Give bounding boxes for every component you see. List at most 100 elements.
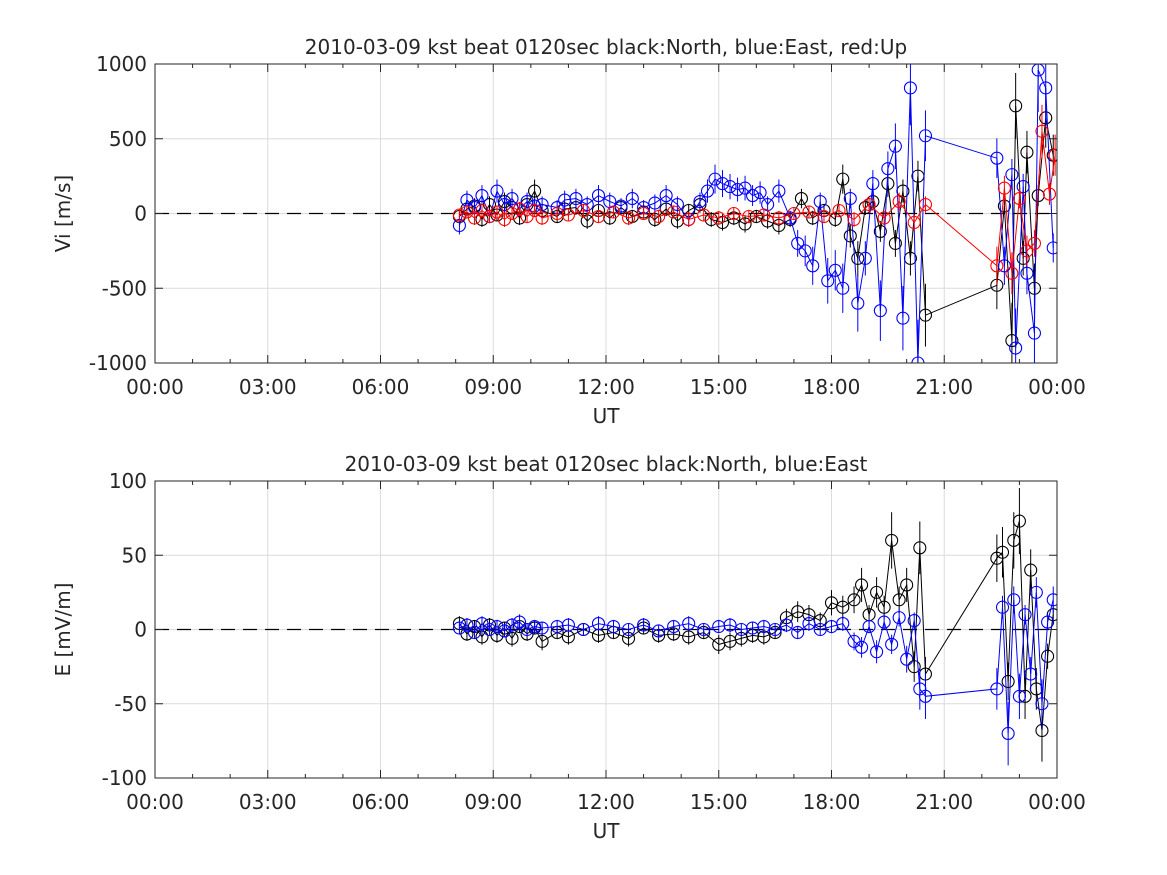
y-tick-label: -1000: [89, 351, 147, 375]
data-point: [1012, 192, 1026, 206]
data-point: [652, 624, 666, 638]
series-line-north: [459, 105, 1054, 341]
data-point: [877, 211, 891, 225]
data-point: [877, 600, 891, 614]
data-point: [528, 619, 542, 634]
x-tick-label: 12:00: [577, 375, 635, 399]
y-tick-label: 0: [134, 618, 147, 642]
chart-title: 2010-03-09 kst beat 0120sec black:North,…: [305, 35, 907, 59]
data-point: [907, 660, 921, 674]
data-point: [693, 194, 707, 209]
data-point: [1027, 236, 1041, 250]
series-layer: [452, 64, 1057, 363]
data-point: [606, 205, 621, 219]
data-point: [637, 618, 651, 632]
data-point: [843, 192, 857, 206]
data-point: [460, 618, 474, 632]
data-point: [535, 211, 549, 225]
data-point: [1031, 64, 1045, 77]
data-point: [475, 189, 489, 203]
data-point: [520, 194, 534, 209]
data-point: [873, 304, 887, 318]
data-point: [452, 621, 466, 635]
data-point: [907, 614, 921, 628]
data-point: [606, 619, 621, 634]
y-axis-label: E [mV/m]: [51, 583, 75, 677]
data-point: [505, 631, 519, 645]
data-point: [903, 81, 917, 95]
data-point: [1041, 615, 1055, 629]
data-point: [1005, 168, 1019, 182]
data-point: [885, 533, 899, 547]
data-point: [1009, 99, 1023, 113]
data-point: [482, 209, 497, 224]
data-point: [802, 617, 816, 631]
data-point: [824, 596, 839, 610]
data-point: [832, 203, 846, 218]
data-point: [843, 229, 857, 243]
data-point: [648, 196, 662, 210]
data-point: [621, 622, 636, 637]
data-point: [900, 578, 914, 592]
data-point: [918, 689, 933, 703]
y-tick-label: 1000: [96, 52, 147, 76]
data-point: [682, 212, 696, 227]
data-point: [1035, 124, 1049, 138]
data-point: [1012, 689, 1026, 703]
data-point: [723, 618, 737, 632]
data-point: [870, 585, 884, 599]
data-point: [855, 578, 869, 592]
x-tick-label: 15:00: [690, 790, 748, 814]
x-tick-label: 12:00: [577, 790, 635, 814]
data-point: [482, 622, 497, 637]
x-axis-label: UT: [593, 819, 621, 843]
data-point: [783, 211, 797, 225]
data-point: [888, 236, 902, 250]
data-point: [892, 611, 906, 625]
data-point: [1016, 180, 1030, 194]
data-point: [490, 619, 504, 634]
x-tick-label: 00:00: [126, 375, 184, 399]
data-point: [995, 545, 1010, 559]
data-point: [520, 622, 534, 637]
data-point: [900, 652, 914, 666]
y-tick-label: -500: [102, 276, 147, 300]
data-point: [757, 208, 771, 222]
x-tick-label: 18:00: [803, 790, 861, 814]
data-point: [738, 217, 752, 231]
data-point: [1001, 674, 1015, 689]
data-point: [1046, 241, 1057, 255]
data-point: [787, 206, 801, 221]
data-point: [659, 189, 673, 203]
data-point: [712, 211, 726, 225]
data-point: [821, 274, 835, 288]
data-point: [866, 177, 880, 191]
data-point: [870, 645, 884, 659]
data-point: [1020, 145, 1034, 159]
data-point: [768, 622, 782, 637]
data-point: [892, 194, 906, 209]
y-tick-label: -100: [102, 766, 147, 790]
data-point: [836, 281, 850, 295]
data-point: [1027, 326, 1041, 340]
data-point: [700, 184, 715, 198]
data-point: [561, 208, 575, 222]
data-point: [697, 622, 711, 637]
data-point: [742, 209, 756, 224]
x-tick-label: 00:00: [1028, 790, 1086, 814]
data-point: [723, 180, 737, 194]
series-layer: [452, 488, 1057, 766]
data-point: [779, 618, 793, 632]
x-tick-label: 21:00: [915, 375, 973, 399]
x-tick-label: 03:00: [239, 375, 297, 399]
y-axis-label: Vi [m/s]: [51, 175, 75, 252]
data-point: [513, 202, 527, 216]
data-point: [1046, 593, 1057, 607]
data-point: [682, 617, 696, 631]
data-point: [621, 211, 636, 225]
data-point: [798, 244, 812, 258]
data-point: [591, 617, 606, 631]
series-east: [452, 577, 1057, 766]
data-point: [851, 251, 865, 265]
data-point: [1005, 334, 1019, 348]
